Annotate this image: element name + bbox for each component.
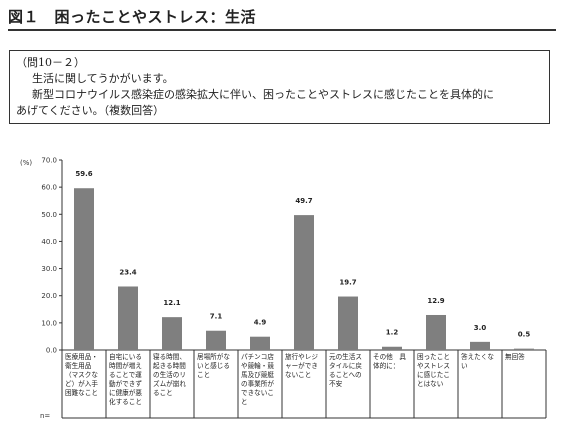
category-label: 居場所がないと感じること [197,353,230,379]
question-line-2: 新型コロナウイルス感染症の感染拡大に伴い、困ったことやストレスに感じたことを具体… [32,88,494,101]
data-label: 4.9 [254,319,267,327]
y-tick-label: 0.0 [46,347,57,355]
category-label: 元の生活スタイルに戻ることへの不安 [329,353,362,388]
y-tick-label: 60.0 [41,184,57,192]
bar [250,336,270,350]
bar [338,296,358,350]
data-label: 12.1 [163,299,180,307]
category-label: 寝る時間、起きる時間の生活のリズムが崩れること [153,353,186,397]
data-label: 3.0 [474,324,487,332]
category-label: 医療用品・衛生用品（マスクなど）が入手困難なこと [65,353,98,397]
category-label: 無回答 [505,353,525,361]
category-label: 答えたくない [461,353,494,370]
bar [74,188,94,350]
y-tick-label: 10.0 [41,319,57,327]
y-tick-label: 40.0 [41,238,57,246]
bar [294,215,314,350]
question-line-1: 生活に関してうかがいます。 [32,72,174,85]
y-tick-label: 70.0 [41,157,57,165]
y-tick-label: 50.0 [41,211,57,219]
data-label: 0.5 [518,331,531,339]
y-unit-label: (%) [20,159,32,167]
category-label: 旅行やレジャーができないこと [285,353,318,379]
data-label: 12.9 [427,297,444,305]
y-tick-label: 30.0 [41,265,57,273]
y-tick-label: 20.0 [41,292,57,300]
question-box: （問10－２） 生活に関してうかがいます。 新型コロナウイルス感染症の感染拡大に… [9,50,550,124]
category-label: 困ったことやストレスに感じたことはない [417,353,450,388]
category-label: パチンコ店や競輪・競馬及び競艇の事業所ができないこと [241,353,274,406]
data-label: 23.4 [119,268,136,276]
data-label: 1.2 [386,329,399,337]
bar [206,330,226,350]
title-underline [8,29,556,31]
question-line-3: あげてください。（複数回答） [16,104,165,117]
bar [118,286,138,350]
bar [162,317,182,350]
question-number: （問10－２） [16,56,85,69]
bar [514,348,534,350]
data-label: 59.6 [75,170,92,178]
category-label: その他 具体的に： [373,353,406,370]
bar [426,314,446,350]
bar [382,346,402,350]
figure-title: 図１ 困ったことやストレス：生活 [8,8,257,26]
bar [470,341,490,350]
data-label: 19.7 [339,279,356,287]
n-label: n= [40,412,50,420]
data-label: 49.7 [295,197,312,205]
category-label: 自宅にいる時間が増えることで運動ができずに健康が悪化すること [109,353,142,406]
data-label: 7.1 [210,313,223,321]
